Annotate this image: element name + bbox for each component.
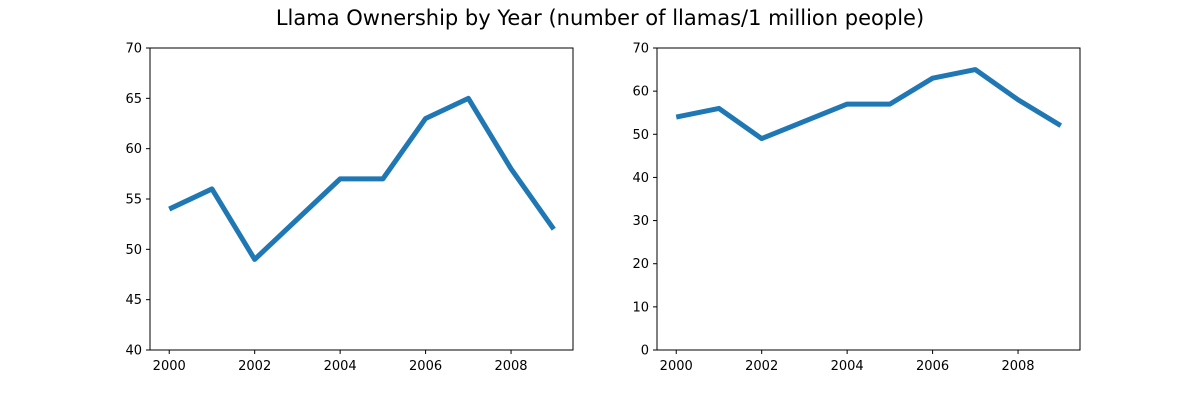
x-tick-label: 2008	[494, 359, 527, 374]
x-tick-label: 2002	[238, 359, 271, 374]
chart-panel-2: 0 10 20 30 40 50 60 70 2000 2002 2004 2006 2008	[632, 42, 1081, 374]
y-tick-label: 60	[125, 142, 142, 157]
x-tick-label: 2004	[324, 359, 357, 374]
y-tick-label: 0	[641, 344, 649, 359]
plot-area-frame	[656, 47, 1081, 351]
x-tick-label: 2006	[916, 359, 949, 374]
x-tick-label: 2000	[153, 359, 186, 374]
y-tick-label: 30	[632, 214, 649, 229]
y-tick-label: 55	[125, 193, 142, 208]
plot-area-frame	[149, 47, 574, 351]
y-tick-label: 70	[632, 42, 649, 57]
x-tick-label: 2000	[660, 359, 693, 374]
series-line-1	[675, 67, 1063, 142]
x-tick-label: 2002	[745, 359, 778, 374]
x-tick-label: 2004	[831, 359, 864, 374]
y-tick-label: 65	[125, 92, 142, 107]
y-tick-label: 20	[632, 257, 649, 272]
x-tick-label: 2006	[409, 359, 442, 374]
y-tick-label: 70	[125, 42, 142, 57]
series-line-1	[168, 95, 556, 262]
x-tick-label: 2008	[1001, 359, 1034, 374]
y-tick-label: 40	[632, 171, 649, 186]
y-tick-label: 50	[125, 243, 142, 258]
figure-title: Llama Ownership by Year (number of llama…	[275, 6, 925, 30]
y-tick-label: 50	[632, 128, 649, 143]
y-tick-label: 40	[125, 344, 142, 359]
y-tick-label: 45	[125, 293, 142, 308]
y-tick-label: 60	[632, 85, 649, 100]
y-tick-label: 10	[632, 300, 649, 315]
chart-panel-1: 40 45 50 55 60 65 70 2000 2002 2004 2006 2008	[125, 42, 574, 374]
